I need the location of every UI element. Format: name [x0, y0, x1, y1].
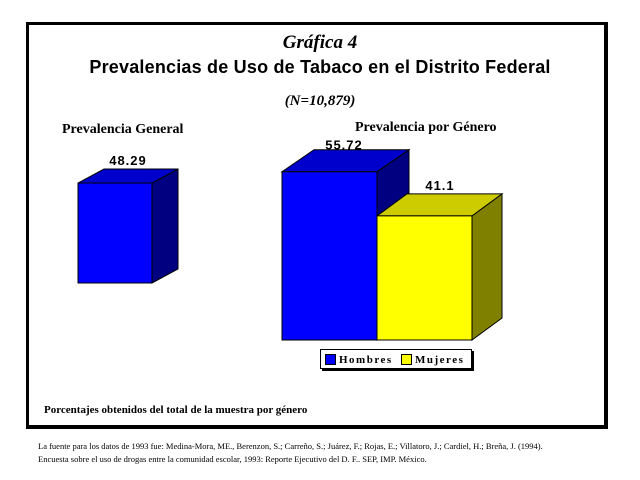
- data-label-hombres: 55.72: [325, 138, 363, 153]
- footnote: Porcentajes obtenidos del total de la mu…: [44, 404, 308, 416]
- panel-right-title: Prevalencia por Género: [355, 120, 497, 135]
- source-line-2: Encuesta sobre el uso de drogas entre la…: [38, 454, 427, 464]
- bar-hombres-front: [281, 171, 378, 341]
- bar-general-side: [151, 168, 179, 284]
- bar-mujeres-front: [376, 215, 473, 341]
- source-line-1: La fuente para los datos de 1993 fue: Me…: [38, 441, 543, 451]
- bar-mujeres-side: [471, 192, 503, 341]
- legend-label-mujeres: Mujeres: [415, 353, 465, 366]
- chart-title: Prevalencias de Uso de Tabaco en el Dist…: [89, 57, 551, 77]
- legend-item-mujeres: Mujeres: [401, 353, 464, 366]
- legend-label-hombres: Hombres: [339, 353, 393, 366]
- data-label-mujeres: 41.1: [425, 178, 454, 193]
- legend-swatch-hombres: [325, 354, 336, 365]
- legend: Hombres Mujeres: [320, 349, 472, 369]
- data-label-general: 48.29: [109, 153, 147, 168]
- legend-item-hombres: Hombres: [325, 353, 393, 366]
- panel-left-title: Prevalencia General: [62, 122, 184, 137]
- chart-number: Gráfica 4: [282, 32, 358, 53]
- bar-general-front: [77, 182, 153, 284]
- legend-swatch-mujeres: [401, 354, 412, 365]
- sample-size: (N=10,879): [284, 93, 356, 109]
